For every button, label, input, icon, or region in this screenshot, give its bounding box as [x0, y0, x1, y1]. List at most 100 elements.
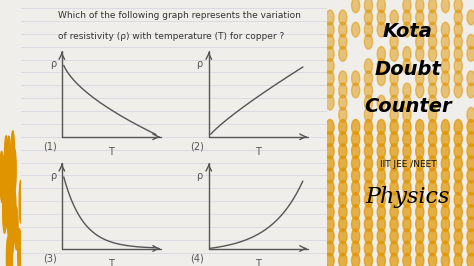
- Circle shape: [441, 119, 449, 134]
- Circle shape: [441, 47, 449, 61]
- Circle shape: [365, 132, 373, 147]
- Circle shape: [390, 71, 398, 86]
- Circle shape: [18, 229, 21, 266]
- Circle shape: [390, 205, 398, 219]
- Circle shape: [441, 0, 449, 13]
- Circle shape: [441, 71, 449, 86]
- Circle shape: [428, 34, 437, 49]
- Circle shape: [352, 205, 360, 219]
- Circle shape: [390, 180, 398, 195]
- Circle shape: [454, 180, 462, 195]
- Circle shape: [365, 192, 373, 207]
- Circle shape: [390, 95, 398, 110]
- Circle shape: [403, 47, 411, 61]
- Circle shape: [428, 132, 437, 147]
- Circle shape: [365, 144, 373, 159]
- Circle shape: [339, 83, 347, 98]
- Circle shape: [390, 168, 398, 183]
- Circle shape: [339, 156, 347, 171]
- Circle shape: [467, 156, 474, 171]
- Circle shape: [403, 119, 411, 134]
- Circle shape: [377, 22, 385, 37]
- Circle shape: [428, 47, 437, 61]
- Circle shape: [454, 10, 462, 25]
- Circle shape: [416, 217, 424, 232]
- Circle shape: [352, 71, 360, 86]
- Circle shape: [377, 217, 385, 232]
- Circle shape: [403, 205, 411, 219]
- Circle shape: [13, 148, 16, 191]
- Circle shape: [416, 192, 424, 207]
- Circle shape: [365, 83, 373, 98]
- Circle shape: [467, 229, 474, 244]
- Circle shape: [326, 10, 334, 25]
- Circle shape: [441, 156, 449, 171]
- Circle shape: [8, 202, 11, 245]
- Circle shape: [365, 253, 373, 266]
- Circle shape: [3, 186, 6, 228]
- Circle shape: [10, 212, 14, 254]
- Circle shape: [416, 47, 424, 61]
- Circle shape: [454, 241, 462, 256]
- Text: T: T: [255, 259, 261, 266]
- Text: T: T: [255, 147, 261, 157]
- Circle shape: [428, 22, 437, 37]
- Circle shape: [441, 205, 449, 219]
- Circle shape: [403, 156, 411, 171]
- Circle shape: [377, 59, 385, 74]
- Circle shape: [454, 217, 462, 232]
- Circle shape: [454, 168, 462, 183]
- Circle shape: [377, 253, 385, 266]
- Text: T: T: [109, 147, 114, 157]
- Circle shape: [365, 10, 373, 25]
- Circle shape: [377, 95, 385, 110]
- Circle shape: [326, 132, 334, 147]
- Text: Kota: Kota: [383, 22, 433, 41]
- Circle shape: [9, 155, 13, 197]
- Circle shape: [403, 229, 411, 244]
- Circle shape: [377, 71, 385, 86]
- Circle shape: [377, 47, 385, 61]
- Circle shape: [441, 241, 449, 256]
- Circle shape: [352, 192, 360, 207]
- Circle shape: [441, 253, 449, 266]
- Circle shape: [390, 217, 398, 232]
- Circle shape: [2, 156, 6, 198]
- Circle shape: [428, 71, 437, 86]
- Circle shape: [467, 83, 474, 98]
- Circle shape: [403, 83, 411, 98]
- Circle shape: [467, 180, 474, 195]
- Circle shape: [390, 192, 398, 207]
- Circle shape: [326, 119, 334, 134]
- Circle shape: [365, 180, 373, 195]
- Circle shape: [467, 47, 474, 61]
- Circle shape: [403, 132, 411, 147]
- Circle shape: [377, 205, 385, 219]
- Circle shape: [441, 144, 449, 159]
- Circle shape: [467, 34, 474, 49]
- Circle shape: [441, 59, 449, 74]
- Circle shape: [339, 229, 347, 244]
- Circle shape: [416, 132, 424, 147]
- Circle shape: [339, 34, 347, 49]
- Circle shape: [454, 71, 462, 86]
- Circle shape: [339, 192, 347, 207]
- Circle shape: [365, 229, 373, 244]
- Text: ρ: ρ: [197, 171, 203, 181]
- Circle shape: [377, 168, 385, 183]
- Circle shape: [416, 168, 424, 183]
- Circle shape: [7, 237, 10, 266]
- Circle shape: [428, 119, 437, 134]
- Circle shape: [326, 156, 334, 171]
- Circle shape: [9, 161, 13, 204]
- Circle shape: [454, 156, 462, 171]
- Circle shape: [467, 10, 474, 25]
- Circle shape: [377, 241, 385, 256]
- Circle shape: [326, 59, 334, 74]
- Circle shape: [454, 34, 462, 49]
- Circle shape: [326, 168, 334, 183]
- Circle shape: [390, 47, 398, 61]
- Circle shape: [326, 71, 334, 86]
- Circle shape: [6, 188, 9, 230]
- Circle shape: [441, 22, 449, 37]
